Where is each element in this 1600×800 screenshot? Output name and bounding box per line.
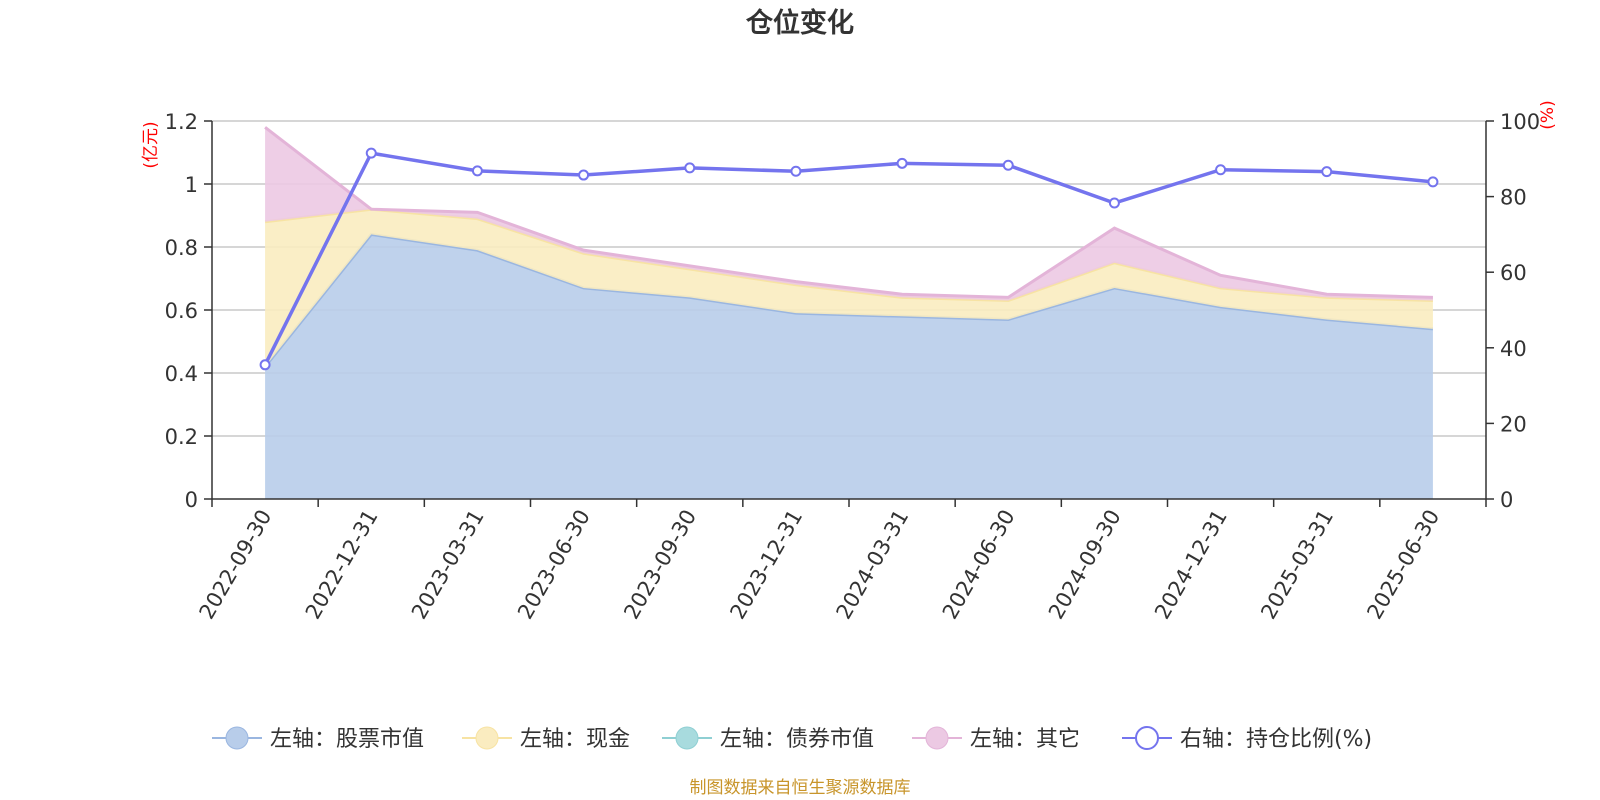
ratio-point (1002, 159, 1014, 171)
area-line-series-4 (264, 126, 1433, 299)
area-series-2 (265, 209, 1433, 367)
left-tick-label: 0.2 (165, 425, 198, 449)
x-tick-label: 2023-06-30 (513, 506, 595, 624)
legend-label-4: 左轴：其它 (970, 727, 1080, 752)
left-tick-label: 0.6 (165, 299, 198, 323)
right-axis-unit: (%) (1538, 100, 1558, 129)
x-tick-label: 2025-03-31 (1256, 506, 1338, 624)
ratio-point (684, 162, 696, 174)
x-tick-label: 2025-06-30 (1362, 506, 1444, 624)
legend: 左轴：股票市值 左轴：现金 左轴：债券市值 左轴：其它 右轴：持仓比例(%) (212, 726, 1372, 752)
ratio-point (1321, 166, 1333, 178)
ratio-point (365, 147, 377, 159)
position-ratio-line (259, 147, 1439, 371)
right-tick-label: 60 (1500, 261, 1527, 285)
legend-marker-4 (925, 726, 949, 750)
stacked-areas (263, 126, 1434, 499)
left-tick-label: 1.2 (165, 110, 198, 134)
ratio-point (1215, 164, 1227, 176)
x-tick-label: 2022-09-30 (195, 506, 277, 624)
ratio-point (471, 165, 483, 177)
left-axis-unit: (亿元) (141, 121, 161, 168)
ratio-line-path (263, 151, 1434, 366)
legend-marker-2 (475, 726, 499, 750)
legend-label-1: 左轴：股票市值 (270, 727, 424, 752)
x-tick-label: 2023-03-31 (407, 506, 489, 624)
ratio-point (259, 359, 271, 371)
left-tick-label: 0 (185, 488, 198, 512)
x-tick-label: 2024-03-31 (832, 506, 914, 624)
x-tick-label: 2023-12-31 (725, 506, 807, 624)
legend-label-5: 右轴：持仓比例(%) (1180, 727, 1372, 752)
x-tick-label: 2024-06-30 (938, 506, 1020, 624)
right-tick-label: 40 (1500, 337, 1527, 361)
area-series-1 (265, 234, 1433, 499)
area-series-4 (265, 127, 1433, 301)
ratio-point (1108, 197, 1120, 209)
ratio-point (578, 169, 590, 181)
left-tick-label: 1 (185, 173, 198, 197)
legend-label-2: 左轴：现金 (520, 727, 630, 752)
right-tick-label: 0 (1500, 488, 1513, 512)
left-tick-label: 0.4 (165, 362, 198, 386)
chart-title: 仓位变化 (745, 7, 854, 39)
x-tick-label: 2022-12-31 (301, 506, 383, 624)
ratio-point (790, 165, 802, 177)
right-tick-label: 80 (1500, 186, 1527, 210)
left-tick-label: 0.8 (165, 236, 198, 260)
legend-marker-3 (675, 726, 699, 750)
legend-marker-1 (225, 726, 249, 750)
x-tick-label: 2024-12-31 (1150, 506, 1232, 624)
x-tick-label: 2023-09-30 (619, 506, 701, 624)
right-tick-label: 100 (1500, 110, 1540, 134)
ratio-point (896, 157, 908, 169)
right-tick-label: 20 (1500, 412, 1527, 436)
ratio-point (1427, 176, 1439, 188)
data-source-note: 制图数据来自恒生聚源数据库 (690, 778, 911, 798)
x-tick-label: 2024-09-30 (1044, 506, 1126, 624)
legend-marker-5 (1135, 726, 1159, 750)
legend-label-3: 左轴：债券市值 (720, 727, 874, 752)
